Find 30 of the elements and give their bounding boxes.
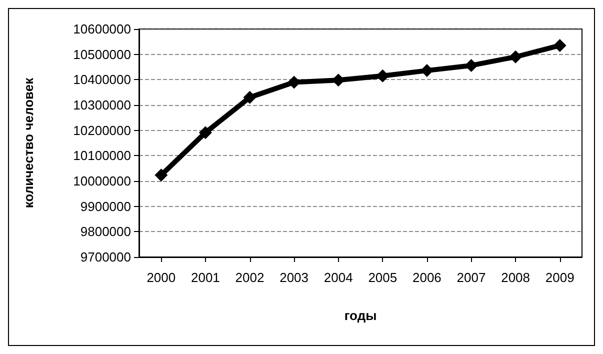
point (376, 69, 390, 82)
y-tick-label: 10100000 (73, 148, 131, 164)
point (243, 90, 256, 104)
x-tick-label: 2006 (412, 270, 442, 285)
y-tick-label: 10300000 (73, 98, 131, 112)
x-axis-title: годы (344, 308, 377, 323)
y-axis-title: количество человек (21, 77, 36, 208)
x-tick-label: 2000 (146, 270, 176, 285)
y-tick-label: 10200000 (73, 122, 131, 138)
point (154, 168, 168, 182)
point (509, 50, 522, 64)
y-tick-label: 9900000 (80, 198, 131, 214)
x-tick-label: 2009 (545, 270, 574, 285)
point (464, 58, 478, 72)
y-tick-label: 10500000 (73, 46, 131, 62)
y-tick-label: 10000000 (73, 174, 131, 188)
y-tick-label: 9700000 (80, 250, 131, 264)
x-tick-label: 2008 (501, 270, 530, 285)
point (420, 64, 434, 78)
x-tick-label: 2002 (235, 270, 264, 285)
x-tick-label: 2003 (280, 270, 309, 285)
point (198, 126, 212, 140)
x-tick-label: 2004 (324, 270, 353, 285)
y-tick-label: 10400000 (73, 72, 131, 88)
x-tick-label: 2005 (368, 270, 398, 285)
x-tick-label: 2001 (190, 270, 220, 285)
x-tick-label: 2007 (456, 270, 486, 285)
point (553, 38, 566, 52)
y-tick-label: 10600000 (73, 22, 131, 36)
y-tick-label: 9800000 (80, 224, 131, 240)
